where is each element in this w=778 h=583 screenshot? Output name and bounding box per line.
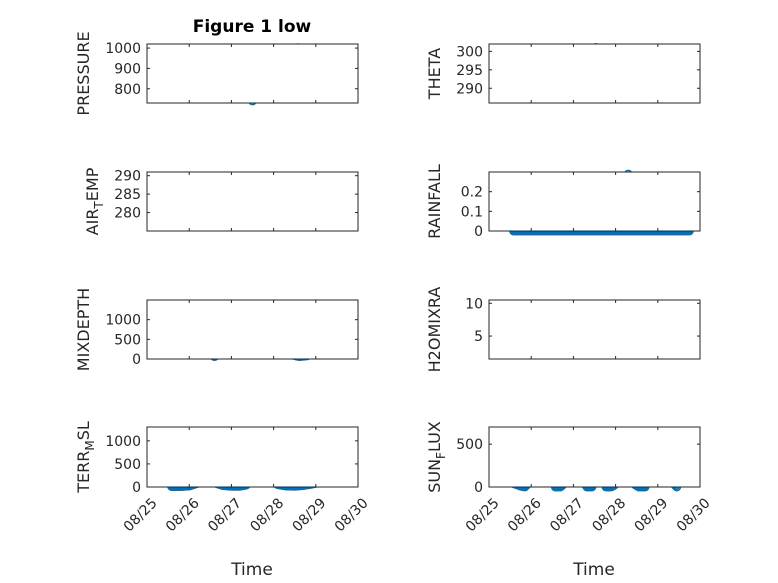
subplot-theta: 290 295 300 THETA	[425, 42, 701, 104]
x-tick-label: 08/28	[589, 495, 629, 535]
subplot-mixdepth: 0 500 1000 MIXDEPTH	[74, 288, 359, 371]
y-tick-label: 500	[114, 332, 141, 348]
y-axis-label: RAINFALL	[425, 164, 444, 239]
y-tick-label: 290	[114, 169, 141, 185]
subplot-terr_msl: 0 500 1000 08/25 08/26 08/27 08/28 08/29 08/30 TE…	[74, 421, 372, 535]
y-axis-label: AIRTEMP	[83, 167, 106, 235]
y-axis-label: H2OMIXRA	[425, 287, 444, 373]
axes-frame	[146, 299, 359, 360]
y-axis-label: SUNFLUX	[425, 421, 448, 493]
y-tick-label: 300	[456, 44, 483, 60]
y-axis-label: TERRMSL	[74, 421, 97, 494]
axes-frame	[146, 171, 359, 232]
subplot-h2omixra: 5 10 H2OMIXRA	[425, 287, 701, 373]
y-tick-label: 900	[114, 61, 141, 77]
x-tick-label: 08/27	[547, 495, 587, 535]
x-tick-label: 08/27	[205, 495, 245, 535]
axes-frame	[488, 299, 701, 360]
x-tick-label: 08/29	[290, 495, 330, 535]
y-tick-label: 500	[114, 457, 141, 473]
y-tick-label: 1000	[105, 41, 141, 57]
axes-frame	[146, 426, 359, 488]
x-tick-label: 08/28	[247, 495, 287, 535]
x-tick-label: 08/29	[632, 495, 672, 535]
axes-frame	[488, 171, 701, 232]
axes-frame	[488, 43, 701, 104]
subplot-air_temp: 280 285 290 AIRTEMP	[83, 167, 359, 235]
x-tick-label: 08/26	[505, 495, 545, 535]
x-axis-label-right: Time	[572, 560, 615, 580]
y-tick-label: 0.2	[461, 185, 483, 201]
y-tick-label: 0	[474, 480, 483, 496]
y-tick-label: 0.1	[461, 204, 483, 220]
y-axis-label: THETA	[425, 48, 444, 100]
axes-frame	[488, 426, 701, 488]
figure-title: Figure 1 low	[193, 17, 312, 37]
y-tick-label: 5	[474, 329, 483, 345]
y-tick-label: 285	[114, 187, 141, 203]
y-tick-label: 10	[465, 296, 483, 312]
x-tick-label: 08/25	[463, 495, 503, 535]
subplot-pressure: 800 900 1000 PRESSURE	[74, 31, 359, 116]
y-tick-label: 0	[132, 480, 141, 496]
y-tick-label: 500	[456, 437, 483, 453]
x-axis-label-left: Time	[230, 560, 273, 580]
y-tick-label: 1000	[105, 313, 141, 329]
y-axis-label: PRESSURE	[74, 31, 93, 115]
y-tick-label: 290	[456, 81, 483, 97]
x-tick-label: 08/30	[332, 495, 372, 535]
y-tick-label: 0	[474, 224, 483, 240]
x-tick-label: 08/26	[163, 495, 203, 535]
y-tick-label: 280	[114, 206, 141, 222]
axes-frame	[146, 43, 359, 104]
y-tick-label: 295	[456, 63, 483, 79]
subplot-sun_flux: 0 500 08/25 08/26 08/27 08/28 08/29 08/30 SUNFLU…	[425, 421, 714, 535]
y-axis-label: MIXDEPTH	[74, 288, 93, 371]
y-tick-label: 800	[114, 82, 141, 98]
y-tick-label: 0	[132, 352, 141, 368]
y-tick-label: 1000	[105, 434, 141, 450]
subplot-rainfall: 0 0.1 0.2 RAINFALL	[425, 164, 701, 240]
x-tick-label: 08/25	[121, 495, 161, 535]
x-tick-label: 08/30	[674, 495, 714, 535]
